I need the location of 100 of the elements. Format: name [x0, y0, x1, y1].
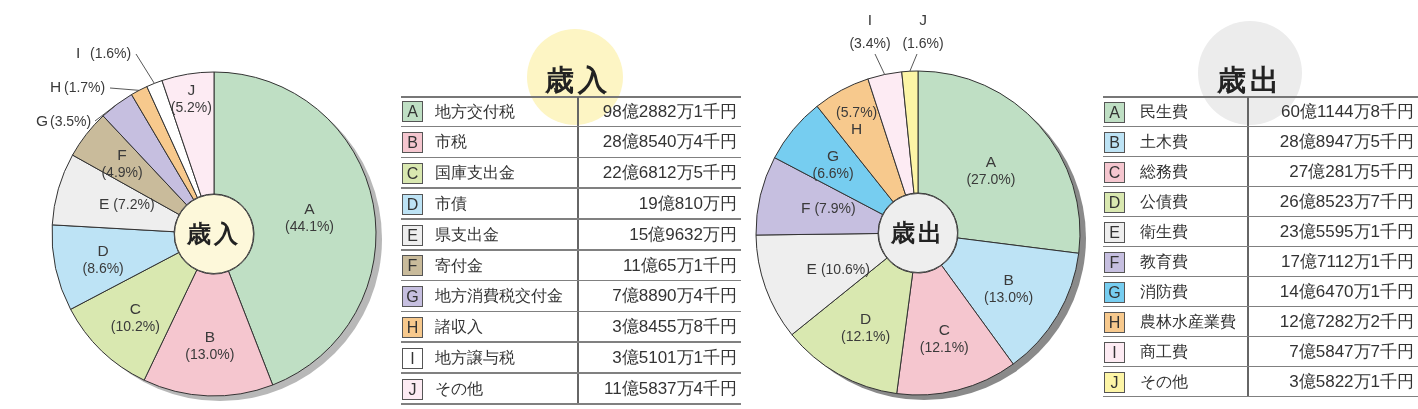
text: その他: [435, 377, 483, 400]
category-label: G: [402, 286, 423, 308]
slice-label: B: [1003, 270, 1014, 288]
text: 県支出金: [435, 223, 499, 246]
text: 教育費: [1140, 251, 1188, 273]
text: 地方譲与税: [435, 346, 515, 369]
data-label: (12.1%): [841, 328, 891, 345]
text: 歳入: [544, 62, 612, 99]
slice-label: D: [860, 310, 872, 328]
data-label: (5.2%): [170, 98, 212, 115]
data-label: (8.6%): [82, 260, 124, 277]
text: 歳入: [186, 219, 242, 250]
slice-label: I: [76, 44, 81, 61]
data-label: (7.9%): [814, 199, 856, 216]
category-label: B: [402, 132, 423, 154]
data-label: (10.6%): [820, 260, 870, 277]
category-label: D: [402, 193, 423, 215]
text: 諸収入: [435, 316, 483, 339]
text: 市税: [435, 131, 467, 154]
data-label: (13.0%): [984, 288, 1034, 305]
slice-label: H: [50, 78, 62, 95]
text: 19億810万円: [638, 192, 737, 215]
data-label: (13.0%): [185, 346, 235, 363]
text: 商工費: [1140, 341, 1188, 363]
category-label: C: [402, 163, 423, 184]
data-label: (6.6%): [812, 164, 854, 181]
text: 98億2882万1千円: [602, 100, 737, 123]
text: 衛生費: [1140, 221, 1188, 243]
category-label: A: [1104, 101, 1125, 123]
text: 歳出: [1216, 62, 1284, 99]
text: 公債費: [1140, 191, 1188, 213]
data-label: (5.7%): [836, 103, 878, 120]
text: 総務費: [1140, 161, 1188, 183]
slice-label: E: [98, 195, 110, 213]
text: 28億8947万5千円: [1279, 131, 1414, 153]
text: 消防費: [1140, 281, 1188, 303]
slice-label: F: [800, 198, 811, 216]
text: 11億65万1千円: [622, 254, 737, 277]
text: 寄付金: [435, 254, 483, 277]
data-label: (10.2%): [110, 317, 160, 334]
category-label: C: [1104, 161, 1125, 183]
data-label: (3.5%): [50, 113, 92, 129]
slice-label: J: [187, 80, 196, 98]
data-label: (12.1%): [919, 338, 969, 355]
category-label: F: [402, 255, 423, 277]
slice-label: C: [129, 299, 141, 317]
slice-label: I: [867, 11, 873, 28]
category-label: E: [1104, 221, 1125, 243]
slice-label: G: [36, 112, 49, 129]
text: 14億6470万1千円: [1279, 281, 1414, 303]
slice-label: D: [97, 242, 109, 260]
slice-label: B: [204, 328, 216, 346]
text: 7億5847万7千円: [1289, 341, 1414, 363]
text: 3億5101万1千円: [612, 346, 737, 369]
slice-label: A: [985, 152, 997, 170]
data-label: (1.7%): [64, 79, 106, 95]
text: 土木費: [1140, 131, 1188, 153]
category-label: H: [402, 317, 423, 338]
category-label: I: [402, 347, 423, 369]
category-label: J: [402, 378, 423, 400]
slice-label: C: [938, 320, 950, 338]
text: 23億5595万1千円: [1279, 221, 1414, 243]
text: 地方交付税: [435, 100, 515, 123]
category-label: F: [1104, 251, 1125, 273]
data-label: (4.9%): [101, 164, 143, 181]
text: 3億8455万8千円: [612, 316, 737, 339]
category-label: J: [1104, 371, 1125, 393]
text: 27億281万5千円: [1289, 161, 1414, 183]
text: 市債: [435, 192, 467, 215]
text: 26億8523万7千円: [1279, 191, 1414, 213]
data-label: (3.4%): [849, 35, 891, 51]
text: 60億1144万8千円: [1281, 101, 1414, 123]
data-label: (27.0%): [966, 170, 1016, 187]
text: 17億7112万1千円: [1281, 251, 1414, 273]
slice-label: E: [806, 259, 817, 277]
category-label: I: [1104, 341, 1125, 363]
text: 28億8540万4千円: [602, 131, 737, 154]
data-label: (1.6%): [902, 35, 944, 51]
category-label: A: [402, 101, 423, 123]
category-label: E: [402, 224, 423, 246]
slice-label: G: [827, 146, 840, 164]
data-label: (44.1%): [285, 218, 335, 235]
text: 7億8890万4千円: [612, 285, 737, 308]
text: 22億6812万5千円: [602, 162, 737, 185]
category-label: G: [1104, 281, 1125, 303]
category-label: D: [1104, 191, 1125, 213]
text: 3億5822万1千円: [1289, 371, 1414, 393]
text: 12億7282万2千円: [1279, 311, 1414, 333]
slice-label: A: [304, 200, 316, 218]
text: 農林水産業費: [1140, 311, 1236, 333]
text: 15億9632万円: [629, 223, 737, 246]
category-label: B: [1104, 131, 1125, 153]
category-label: H: [1104, 311, 1125, 333]
data-label: (1.6%): [90, 45, 132, 61]
text: 国庫支出金: [435, 162, 515, 185]
text: 11億5837万4千円: [604, 377, 737, 400]
text: 歳出: [890, 218, 946, 249]
slice-label: H: [851, 119, 863, 137]
text: その他: [1140, 371, 1188, 393]
data-label: (7.2%): [113, 196, 155, 213]
